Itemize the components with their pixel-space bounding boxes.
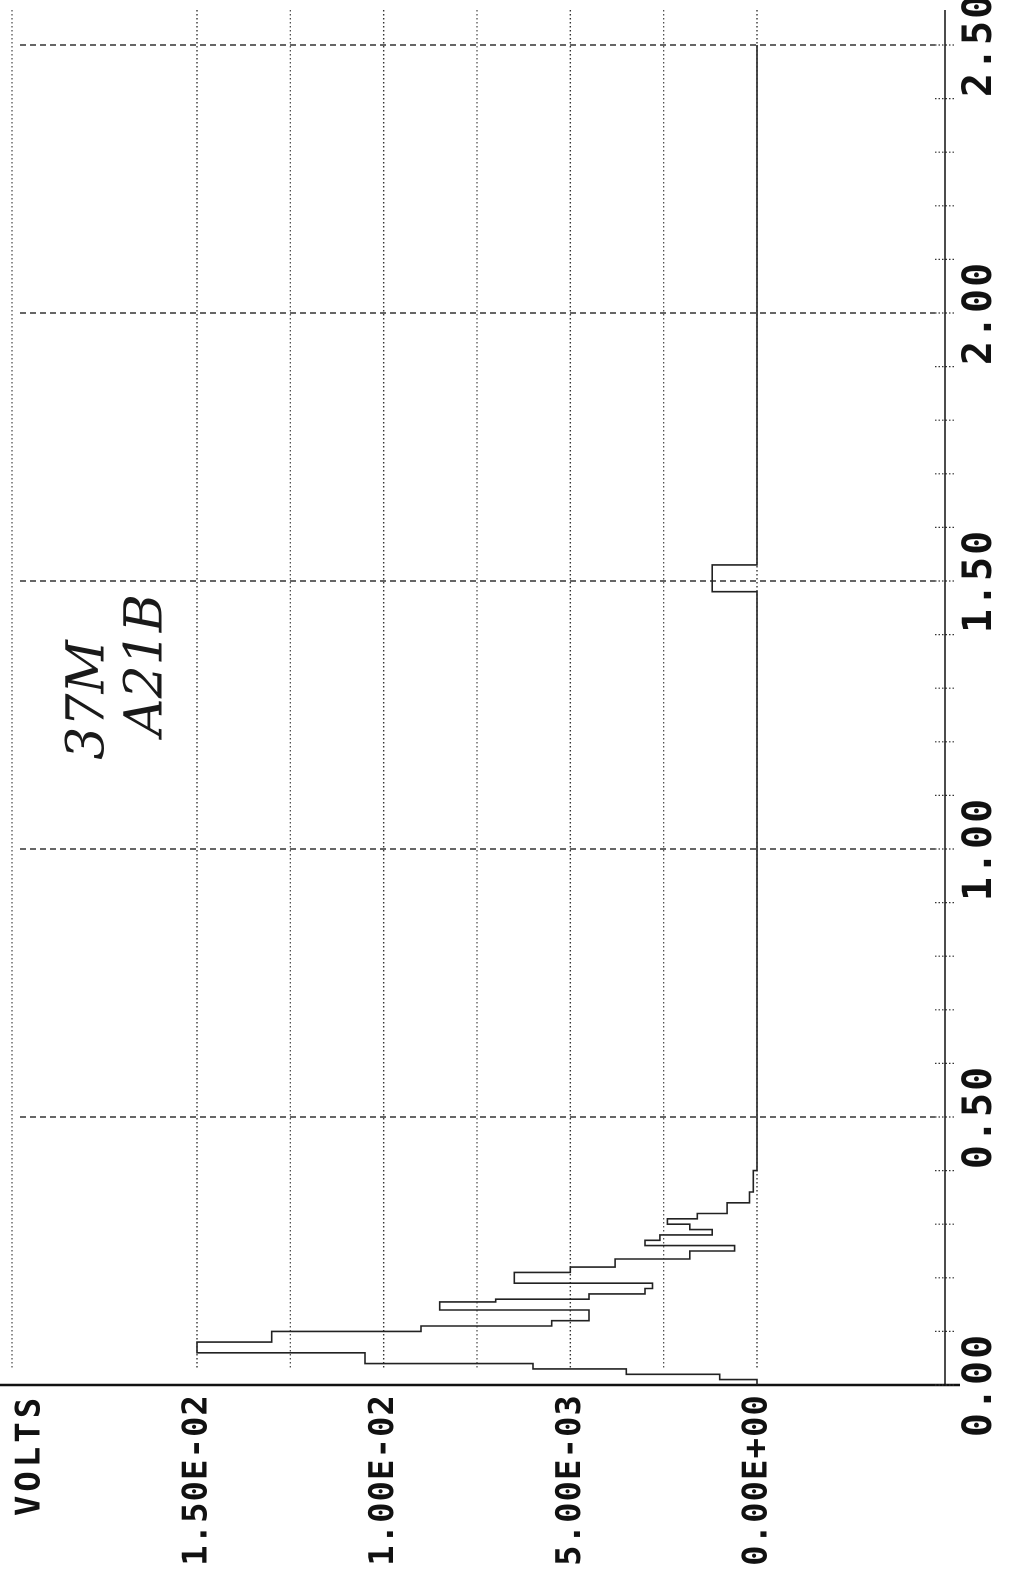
x-tick-label: 2.50 [955, 0, 1001, 97]
y-tick-label: 5.00E-03 [549, 1394, 589, 1566]
x-tick-label: 0.50 [955, 1065, 1001, 1169]
y-tick-label: 0.00E+00 [736, 1394, 776, 1566]
series-line [196, 45, 758, 1385]
x-tick-label: 1.50 [955, 529, 1001, 633]
x-tick-label: 1.00 [955, 797, 1001, 901]
y-tick-label: 1.50E-02 [176, 1394, 216, 1566]
y-tick-labels: 0.00E+00 5.00E-03 1.00E-02 1.50E-02 [176, 1394, 776, 1566]
x-tick-label: 0.00 [955, 1333, 1001, 1437]
handwritten-annotation-2: A21B [115, 594, 175, 740]
handwritten-annotation-1: 37M [57, 639, 117, 760]
y-tick-label: 1.00E-02 [362, 1394, 402, 1566]
y-axis-title: VOLTS [9, 1394, 49, 1516]
x-tick-labels: 0.00 0.50 1.00 1.50 2.00 2.50 [955, 0, 1001, 1437]
x-tick-label: 2.00 [955, 261, 1001, 365]
